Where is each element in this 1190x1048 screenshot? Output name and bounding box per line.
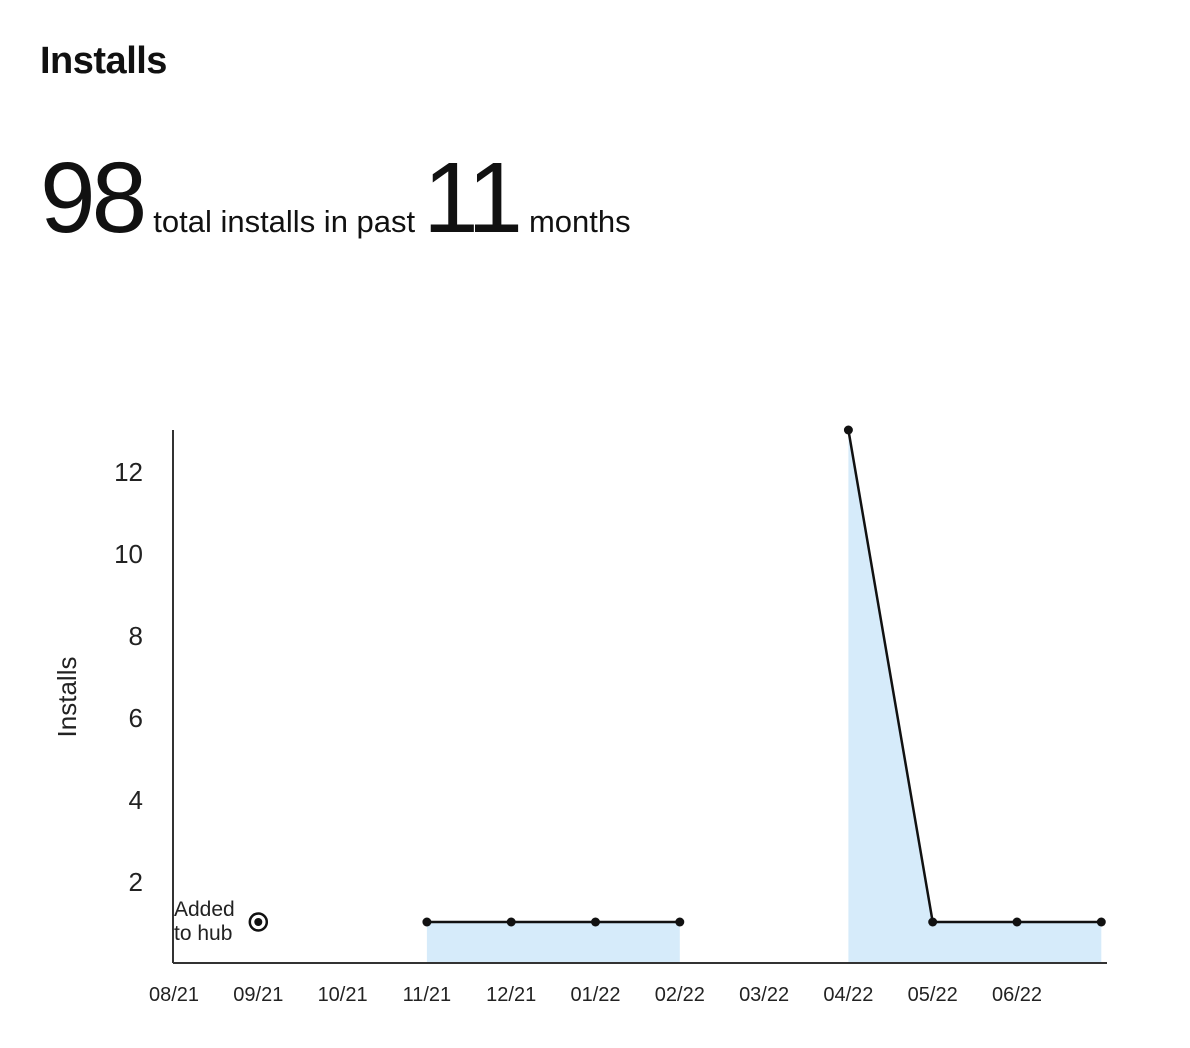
x-tick-label: 04/22 [823, 984, 873, 1006]
x-tick-label: 08/21 [149, 984, 199, 1006]
total-installs-value: 98 [40, 142, 147, 254]
months-label: months [528, 204, 631, 239]
x-tick-label: 12/21 [486, 984, 536, 1006]
target-icon [248, 912, 269, 932]
installs-summary: 98 total installs in past 11 months [40, 148, 639, 248]
data-point [506, 917, 516, 927]
area-fill-segment-1 [426, 922, 680, 963]
y-tick-label: 8 [129, 621, 143, 651]
x-tick-label: 05/22 [908, 984, 958, 1006]
data-point [591, 917, 600, 927]
page-title: Installs [40, 40, 167, 82]
target-icon-center [254, 918, 263, 926]
y-tick-label: 6 [129, 703, 143, 733]
y-axis-label: Installs [52, 657, 82, 738]
data-point [1096, 917, 1106, 927]
x-tick-label: 06/22 [992, 984, 1042, 1006]
data-point [1012, 917, 1022, 927]
annotation-line-1: Added [174, 898, 235, 921]
y-tick-label: 12 [114, 457, 143, 487]
y-tick-label: 10 [114, 539, 143, 569]
added-to-hub-annotation: Added to hub [174, 898, 269, 945]
x-tick-label: 02/22 [655, 984, 705, 1006]
data-point [422, 917, 432, 927]
total-installs-label: total installs in past [153, 204, 416, 239]
data-point [843, 425, 853, 435]
x-tick-label: 03/22 [739, 984, 789, 1006]
x-tick-label: 01/22 [570, 984, 620, 1006]
x-tick-label: 09/21 [233, 984, 283, 1006]
data-point [928, 917, 938, 927]
months-value: 11 [423, 142, 523, 254]
data-point [675, 917, 685, 927]
y-tick-label: 2 [129, 867, 143, 897]
series-line-segment-2 [847, 429, 1102, 924]
annotation-line-2: to hub [174, 922, 232, 945]
y-tick-label: 4 [129, 785, 143, 815]
area-fill-segment-2 [848, 430, 1102, 963]
x-tick-label: 11/21 [403, 984, 452, 1006]
x-tick-label: 10/21 [318, 984, 368, 1006]
